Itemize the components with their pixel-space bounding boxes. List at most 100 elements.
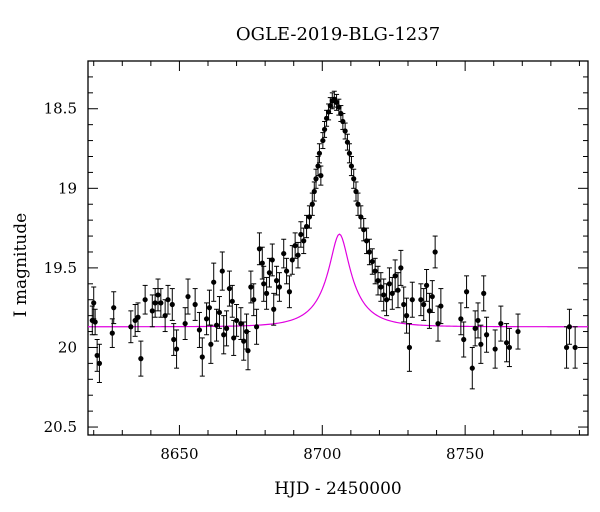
data-marker	[216, 309, 223, 316]
data-marker	[109, 330, 115, 336]
data-point	[409, 281, 415, 318]
data-marker	[111, 305, 117, 311]
data-marker	[481, 290, 487, 296]
data-point	[406, 323, 413, 372]
y-tick-label: 18.5	[44, 100, 77, 118]
data-marker	[295, 252, 301, 258]
y-tick-labels: 18.5 19 19.5 20 20.5	[44, 100, 77, 436]
data-marker	[503, 340, 510, 346]
data-marker	[203, 316, 210, 322]
data-point	[506, 327, 513, 368]
data-marker	[271, 306, 277, 312]
plot-frame	[87, 60, 589, 436]
data-marker	[375, 278, 381, 284]
data-point	[566, 308, 573, 345]
data-marker	[245, 348, 251, 354]
data-marker	[301, 238, 307, 244]
data-marker	[421, 301, 427, 308]
data-point	[233, 303, 240, 337]
data-marker	[266, 270, 273, 276]
data-point	[158, 288, 164, 318]
data-marker	[506, 344, 513, 351]
data-marker	[492, 346, 498, 352]
data-marker	[259, 260, 265, 266]
data-point	[361, 218, 367, 242]
data-point	[155, 278, 161, 312]
data-marker	[461, 336, 467, 343]
data-marker	[458, 316, 464, 322]
data-marker	[478, 341, 484, 347]
data-marker	[409, 297, 415, 303]
data-marker	[406, 344, 413, 351]
data-marker	[498, 320, 504, 327]
data-marker	[251, 297, 257, 303]
data-point	[292, 232, 298, 259]
data-marker	[463, 289, 470, 295]
data-point	[283, 257, 290, 285]
data-marker	[149, 308, 155, 314]
data-marker	[475, 317, 481, 324]
data-marker	[418, 297, 424, 303]
data-point	[472, 310, 478, 347]
data-point	[346, 143, 353, 164]
data-marker	[563, 344, 570, 351]
data-point	[351, 168, 357, 189]
data-point	[269, 243, 275, 277]
data-marker	[392, 273, 398, 279]
data-point	[251, 283, 257, 317]
data-point	[216, 296, 223, 329]
y-tick-label: 20	[58, 338, 77, 356]
data-point	[498, 305, 504, 342]
data-marker	[383, 297, 390, 303]
data-point	[381, 278, 387, 312]
axis-ticks	[88, 60, 588, 435]
data-point	[135, 302, 141, 333]
data-point	[348, 155, 355, 177]
data-point	[342, 122, 348, 140]
model-curve-group	[88, 233, 588, 328]
x-axis-label: HJD - 2450000	[274, 479, 402, 499]
data-marker	[432, 249, 438, 255]
data-point	[226, 270, 233, 307]
data-point	[245, 331, 251, 371]
data-marker	[91, 300, 97, 306]
data-point	[165, 284, 171, 315]
data-marker	[318, 172, 324, 179]
data-marker	[366, 249, 373, 255]
data-marker	[211, 279, 217, 285]
data-point	[398, 249, 404, 286]
data-point	[211, 262, 217, 302]
data-point	[318, 165, 324, 186]
data-point	[128, 310, 134, 344]
data-point	[463, 275, 470, 309]
data-marker	[281, 250, 287, 257]
data-point	[298, 221, 304, 248]
data-point	[152, 288, 158, 318]
data-point	[469, 346, 475, 390]
data-point	[171, 323, 177, 356]
data-point	[478, 324, 484, 364]
data-marker	[403, 313, 410, 319]
data-marker	[208, 341, 214, 347]
data-marker	[309, 201, 315, 207]
x-tick-label: 8700	[303, 445, 341, 463]
data-marker	[94, 352, 100, 359]
data-point	[320, 132, 326, 150]
data-point	[208, 324, 214, 364]
data-marker	[351, 176, 357, 182]
data-points	[89, 90, 578, 390]
data-marker	[423, 282, 430, 288]
data-point	[313, 168, 319, 189]
y-tick-label: 20.5	[44, 418, 77, 436]
data-marker	[199, 354, 205, 360]
data-point	[91, 286, 97, 320]
data-marker	[165, 297, 171, 303]
data-marker	[152, 300, 158, 306]
data-marker	[185, 293, 191, 300]
data-point	[301, 227, 307, 255]
data-marker	[229, 298, 235, 304]
data-marker	[233, 317, 240, 324]
data-marker	[138, 356, 144, 362]
data-marker	[348, 163, 355, 169]
data-point	[281, 238, 287, 269]
